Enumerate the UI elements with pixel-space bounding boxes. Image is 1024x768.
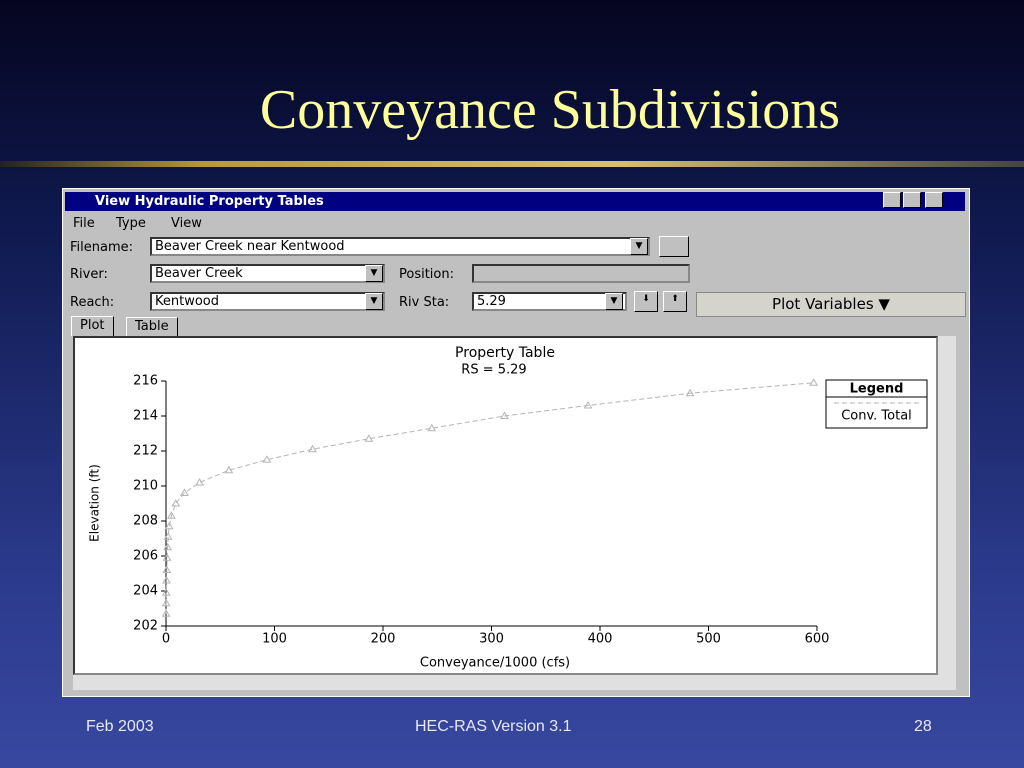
point-marker — [161, 588, 171, 596]
footer-center: HEC-RAS Version 3.1 — [415, 718, 572, 735]
horizontal-scrollbar[interactable] — [73, 675, 956, 690]
point-marker — [163, 542, 172, 551]
point-marker — [809, 378, 819, 386]
y-tick-label: 212 — [133, 444, 158, 459]
point-marker — [161, 609, 171, 617]
point-marker — [195, 478, 205, 486]
point-marker — [171, 499, 181, 507]
up-button[interactable]: ⬆ — [663, 291, 687, 312]
plot-panel — [73, 336, 938, 675]
chart-subtitle: RS = 5.29 — [461, 363, 526, 378]
slide-title: Conveyance Subdivisions — [259, 79, 841, 141]
menu-item[interactable]: View — [171, 216, 202, 231]
point-marker — [162, 576, 171, 584]
x-tick-label: 0 — [162, 632, 170, 647]
point-marker — [164, 521, 174, 530]
y-tick-label: 202 — [133, 619, 158, 634]
point-marker — [167, 511, 176, 519]
point-marker — [364, 434, 374, 442]
minimize-button[interactable] — [883, 192, 901, 208]
y-tick-label: 204 — [133, 584, 158, 599]
window-title: View Hydraulic Property Tables — [65, 192, 965, 211]
reach-box[interactable]: Kentwood — [150, 292, 385, 311]
point-marker — [427, 423, 437, 432]
point-marker — [262, 455, 272, 463]
close-button[interactable] — [925, 192, 943, 208]
dropdown-button[interactable]: ▼ — [630, 238, 648, 255]
y-tick-label: 208 — [133, 514, 158, 529]
y-tick-label: 206 — [133, 549, 158, 564]
x-tick-label: 200 — [371, 632, 396, 647]
field-label: Reach: — [70, 295, 115, 310]
field-label: Riv Sta: — [399, 295, 450, 310]
riv-sta-box[interactable]: 5.29 — [472, 292, 627, 311]
x-tick-label: 100 — [262, 632, 287, 647]
point-marker — [163, 532, 173, 540]
y-tick-label: 210 — [133, 479, 158, 494]
point-marker — [685, 388, 695, 397]
field-label: River: — [70, 267, 108, 282]
vertical-scrollbar[interactable] — [938, 336, 956, 675]
dropdown-button[interactable]: ▼ — [605, 293, 623, 310]
point-marker — [162, 553, 172, 561]
point-marker — [162, 565, 172, 573]
x-tick-label: 300 — [479, 632, 504, 647]
tab[interactable]: Table — [126, 317, 178, 336]
menu-item[interactable]: Type — [116, 216, 146, 231]
point-marker — [180, 488, 189, 496]
legend-title: Legend — [850, 382, 904, 397]
x-tick-label: 600 — [805, 632, 830, 647]
tab[interactable]: Plot — [71, 316, 114, 336]
footer-page: 28 — [914, 718, 932, 735]
x-tick-label: 400 — [588, 632, 613, 647]
field-label: Position: — [399, 267, 454, 282]
plot-variables-button[interactable]: Plot Variables ▼ — [696, 292, 966, 317]
legend-box — [825, 379, 928, 429]
position-box — [472, 264, 690, 283]
river-box[interactable]: Beaver Creek — [150, 264, 385, 283]
title-rule — [0, 161, 1024, 167]
window: View Hydraulic Property Tables File Type… — [62, 188, 970, 697]
x-tick-label: 500 — [696, 632, 721, 647]
point-marker — [583, 401, 593, 409]
dropdown-button[interactable]: ▼ — [365, 293, 383, 310]
down-button[interactable]: ⬇ — [634, 291, 658, 312]
y-axis-label: Elevation (ft) — [88, 464, 102, 542]
x-axis-label: Conveyance/1000 (cfs) — [420, 656, 570, 671]
point-marker — [308, 444, 317, 453]
y-tick-label: 214 — [133, 409, 158, 424]
point-marker — [224, 465, 234, 474]
y-tick-label: 216 — [133, 374, 158, 389]
chart-title: Property Table — [455, 345, 555, 361]
legend-label: Conv. Total — [841, 409, 912, 424]
field-label: Filename: — [70, 240, 134, 255]
series-line — [165, 382, 814, 614]
filename-box[interactable]: Beaver Creek near Kentwood — [150, 237, 650, 256]
menu-item[interactable]: File — [73, 216, 95, 231]
maximize-button[interactable] — [903, 192, 921, 208]
footer-date: Feb 2003 — [86, 718, 154, 735]
open-button[interactable] — [659, 236, 689, 257]
point-marker — [500, 411, 509, 419]
point-marker — [161, 598, 171, 607]
dropdown-button[interactable]: ▼ — [365, 265, 383, 282]
